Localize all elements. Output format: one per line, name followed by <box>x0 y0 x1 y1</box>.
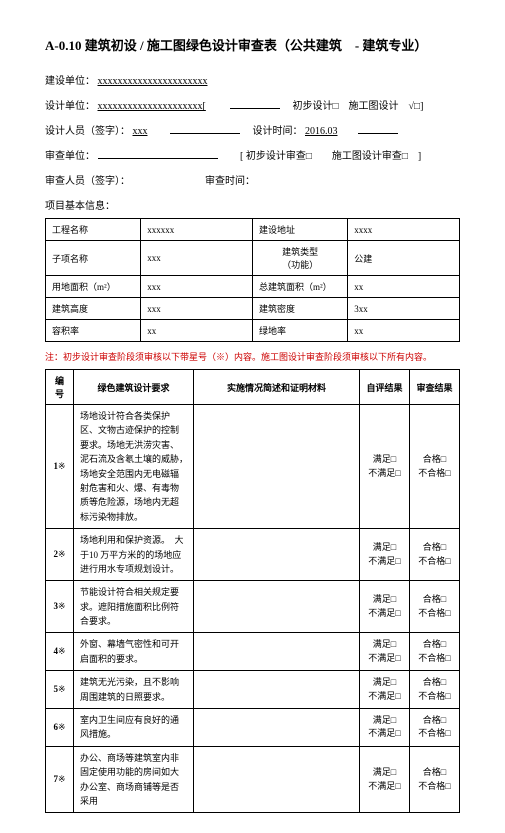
req-self: 满足□不满足□ <box>360 581 410 633</box>
req-self: 满足□不满足□ <box>360 633 410 671</box>
info-cell: xx <box>348 276 460 298</box>
req-impl <box>194 529 360 581</box>
req-self: 满足□不满足□ <box>360 746 410 813</box>
req-impl <box>194 746 360 813</box>
req-chk: 合格□不合格□ <box>410 581 460 633</box>
req-num: 4※ <box>46 633 74 671</box>
info-row: 工程名称xxxxxx建设地址xxxx <box>46 219 460 241</box>
label-scdw: 审查单位： <box>45 151 95 162</box>
req-impl <box>194 709 360 747</box>
info-cell: 建筑高度 <box>46 298 141 320</box>
info-cell: xxxxxx <box>141 219 253 241</box>
req-chk: 合格□不合格□ <box>410 633 460 671</box>
info-cell: xxx <box>141 298 253 320</box>
req-self: 满足□不满足□ <box>360 529 410 581</box>
suffix-sjdw: 初步设计□ 施工图设计 √□] <box>293 101 424 112</box>
info-cell: 子项名称 <box>46 241 141 276</box>
label-scry: 审查人员（签字）： <box>45 176 130 187</box>
info-cell: 建筑密度 <box>252 298 347 320</box>
info-cell: 容积率 <box>46 320 141 342</box>
req-impl <box>194 671 360 709</box>
info-cell: 用地面积（m²） <box>46 276 141 298</box>
req-text: 建筑无光污染，且不影响周围建筑的日照要求。 <box>74 671 194 709</box>
req-text: 外窗、幕墙气密性和可开启面积的要求。 <box>74 633 194 671</box>
info-cell: 工程名称 <box>46 219 141 241</box>
info-row: 用地面积（m²）xxx总建筑面积（m²）xx <box>46 276 460 298</box>
info-row: 子项名称xxx建筑类型（功能）公建 <box>46 241 460 276</box>
req-chk: 合格□不合格□ <box>410 709 460 747</box>
req-row: 4※外窗、幕墙气密性和可开启面积的要求。 满足□不满足□合格□不合格□ <box>46 633 460 671</box>
basic-info-table: 工程名称xxxxxx建设地址xxxx子项名称xxx建筑类型（功能）公建用地面积（… <box>45 218 460 342</box>
info-row: 容积率xx绿地率xx <box>46 320 460 342</box>
req-chk: 合格□不合格□ <box>410 671 460 709</box>
requirements-table: 编号 绿色建筑设计要求 实施情况简述和证明材料 自评结果 审查结果 1※场地设计… <box>45 369 460 813</box>
info-cell: 3xx <box>348 298 460 320</box>
req-self: 满足□不满足□ <box>360 671 410 709</box>
info-cell: 建设地址 <box>252 219 347 241</box>
req-text: 办公、商场等建筑室内非固定使用功能的房间如大办公室、商场商铺等是否采用 <box>74 746 194 813</box>
req-impl <box>194 581 360 633</box>
row-scdw: 审查单位： [ 初步设计审查□ 施工图设计审查□ ] <box>45 147 460 162</box>
th-req: 绿色建筑设计要求 <box>74 370 194 405</box>
info-cell: xx <box>141 320 253 342</box>
info-cell: xx <box>348 320 460 342</box>
req-self: 满足□不满足□ <box>360 709 410 747</box>
req-row: 5※建筑无光污染，且不影响周围建筑的日照要求。 满足□不满足□合格□不合格□ <box>46 671 460 709</box>
req-text: 场地设计符合各类保护区、文物古迹保护的控制要求。场地无洪涝灾害、泥石流及含氡土壤… <box>74 405 194 529</box>
req-impl <box>194 405 360 529</box>
blank-sjdw <box>230 98 280 109</box>
req-text: 室内卫生间应有良好的通风措施。 <box>74 709 194 747</box>
label-basic-info: 项目基本信息： <box>45 197 460 212</box>
label-scsj: 审查时间： <box>205 176 255 187</box>
info-cell: xxxx <box>348 219 460 241</box>
row-scry: 审查人员（签字）： 审查时间： <box>45 172 460 187</box>
req-impl <box>194 633 360 671</box>
info-cell: 绿地率 <box>252 320 347 342</box>
th-impl: 实施情况简述和证明材料 <box>194 370 360 405</box>
value-sjry: xxx <box>133 126 168 137</box>
info-cell: 建筑类型（功能） <box>252 241 347 276</box>
req-self: 满足□不满足□ <box>360 405 410 529</box>
req-num: 6※ <box>46 709 74 747</box>
req-text: 场地利用和保护资源。 大于10 万平方米的的场地应进行用水专项规划设计。 <box>74 529 194 581</box>
page-title: A-0.10 建筑初设 / 施工图绿色设计审查表（公共建筑 - 建筑专业） <box>45 35 460 54</box>
req-row: 6※室内卫生间应有良好的通风措施。 满足□不满足□合格□不合格□ <box>46 709 460 747</box>
req-num: 3※ <box>46 581 74 633</box>
req-num: 5※ <box>46 671 74 709</box>
value-sjsj: 2016.03 <box>305 126 355 137</box>
req-num: 1※ <box>46 405 74 529</box>
label-sjsj: 设计时间： <box>253 126 303 137</box>
req-row: 3※节能设计符合相关规定要求。遮阳措施面积比例符合要求。 满足□不满足□合格□不合… <box>46 581 460 633</box>
value-jsdw: xxxxxxxxxxxxxxxxxxxxxx <box>98 76 228 87</box>
th-chk: 审查结果 <box>410 370 460 405</box>
info-row: 建筑高度xxx建筑密度3xx <box>46 298 460 320</box>
req-chk: 合格□不合格□ <box>410 529 460 581</box>
row-jsdw: 建设单位： xxxxxxxxxxxxxxxxxxxxxx <box>45 72 460 87</box>
req-chk: 合格□不合格□ <box>410 405 460 529</box>
info-cell: 公建 <box>348 241 460 276</box>
info-cell: xxx <box>141 276 253 298</box>
req-row: 7※办公、商场等建筑室内非固定使用功能的房间如大办公室、商场商铺等是否采用 满足□… <box>46 746 460 813</box>
label-jsdw: 建设单位： <box>45 76 95 87</box>
blank-sjry <box>170 123 240 134</box>
row-sjry: 设计人员（签字）： xxx 设计时间： 2016.03 <box>45 122 460 137</box>
note-text: 注：初步设计审查阶段须审核以下带星号（※）内容。施工图设计审查阶段须审核以下所有… <box>45 350 460 363</box>
blank-sjsj <box>358 123 398 134</box>
info-cell: xxx <box>141 241 253 276</box>
req-row: 2※场地利用和保护资源。 大于10 万平方米的的场地应进行用水专项规划设计。 满足… <box>46 529 460 581</box>
value-sjdw: xxxxxxxxxxxxxxxxxxxxx[ <box>98 101 228 112</box>
suffix-scdw: [ 初步设计审查□ 施工图设计审查□ ] <box>240 151 421 162</box>
req-num: 2※ <box>46 529 74 581</box>
req-num: 7※ <box>46 746 74 813</box>
th-num: 编号 <box>46 370 74 405</box>
req-text: 节能设计符合相关规定要求。遮阳措施面积比例符合要求。 <box>74 581 194 633</box>
th-self: 自评结果 <box>360 370 410 405</box>
blank-scdw <box>98 148 218 159</box>
label-sjry: 设计人员（签字）： <box>45 126 130 137</box>
req-row: 1※场地设计符合各类保护区、文物古迹保护的控制要求。场地无洪涝灾害、泥石流及含氡… <box>46 405 460 529</box>
row-sjdw: 设计单位： xxxxxxxxxxxxxxxxxxxxx[ 初步设计□ 施工图设计… <box>45 97 460 112</box>
label-sjdw: 设计单位： <box>45 101 95 112</box>
req-chk: 合格□不合格□ <box>410 746 460 813</box>
info-cell: 总建筑面积（m²） <box>252 276 347 298</box>
